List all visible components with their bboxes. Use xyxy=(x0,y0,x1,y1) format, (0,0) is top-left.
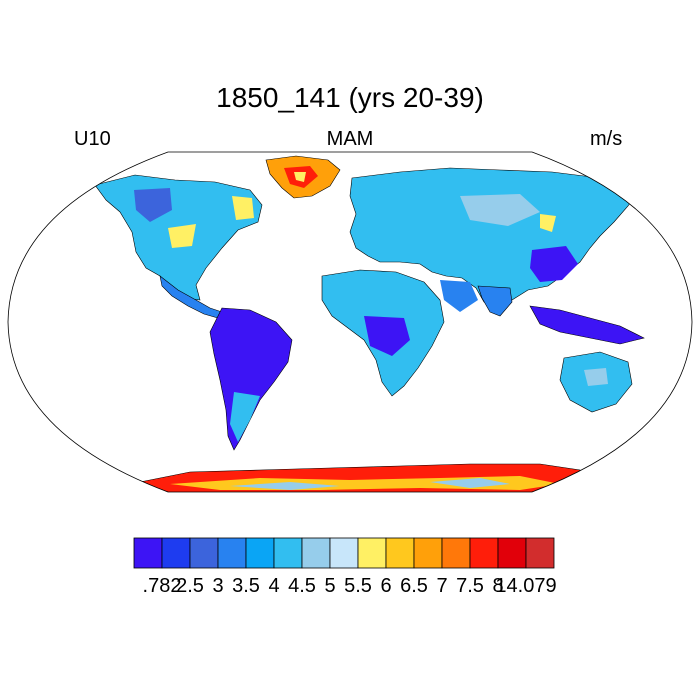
colorbar-tick-label: 7.5 xyxy=(456,575,484,597)
north-america-yellow-patch xyxy=(168,224,196,248)
map-content xyxy=(94,155,645,492)
colorbar xyxy=(133,537,555,569)
units-label: m/s xyxy=(590,128,623,150)
colorbar-box xyxy=(329,537,359,569)
hudson-yellow-patch xyxy=(232,196,254,220)
australia-light-patch xyxy=(584,368,608,386)
season-label: MAM xyxy=(326,128,374,150)
colorbar-tick-label: 4 xyxy=(268,575,279,597)
china-dark-patch xyxy=(530,246,578,282)
antarctica-blue-band-2 xyxy=(430,478,510,488)
colorbar-box xyxy=(441,537,471,569)
colorbar-box xyxy=(273,537,303,569)
colorbar-box xyxy=(497,537,527,569)
colorbar-box xyxy=(413,537,443,569)
colorbar-tick-label: 5.5 xyxy=(344,575,372,597)
colorbar-box xyxy=(245,537,275,569)
colorbar-tick-label: 14.079 xyxy=(495,575,556,597)
plot-title: 1850_141 (yrs 20-39) xyxy=(216,82,484,113)
colorbar-box xyxy=(525,537,555,569)
colorbar-tick-label: .782 xyxy=(143,575,182,597)
colorbar-box xyxy=(133,537,163,569)
colorbar-tick-label: 3 xyxy=(212,575,223,597)
colorbar-box xyxy=(469,537,499,569)
colorbar-tick-label: 8 xyxy=(492,575,503,597)
south-america-south-patch xyxy=(230,392,260,442)
north-america-dark-patch xyxy=(134,188,172,222)
colorbar-tick-label: 5 xyxy=(324,575,335,597)
colorbar-box xyxy=(189,537,219,569)
colorbar-box xyxy=(357,537,387,569)
variable-label: U10 xyxy=(74,128,111,150)
se-asia-islands xyxy=(529,305,645,345)
arabia-land xyxy=(440,280,478,312)
africa-central-dark xyxy=(364,316,410,356)
colorbar-tick-label: 6 xyxy=(380,575,391,597)
colorbar-tick-label: 3.5 xyxy=(232,575,260,597)
siberia-light-patch xyxy=(460,194,540,226)
asia-yellow-patch xyxy=(540,214,556,232)
colorbar-box xyxy=(301,537,331,569)
south-america-land xyxy=(209,307,293,451)
india-land xyxy=(477,285,513,317)
colorbar-tick-label: 6.5 xyxy=(400,575,428,597)
antarctica-blue-band xyxy=(230,482,340,490)
colorbar-tick-label: 2.5 xyxy=(176,575,204,597)
globe-outline xyxy=(7,151,693,493)
colorbar-box xyxy=(161,537,191,569)
colorbar-tick-label: 4.5 xyxy=(288,575,316,597)
greenland-yellow-core xyxy=(294,172,306,182)
colorbar-tick-label: 7 xyxy=(436,575,447,597)
colorbar-box xyxy=(385,537,415,569)
colorbar-box xyxy=(217,537,247,569)
